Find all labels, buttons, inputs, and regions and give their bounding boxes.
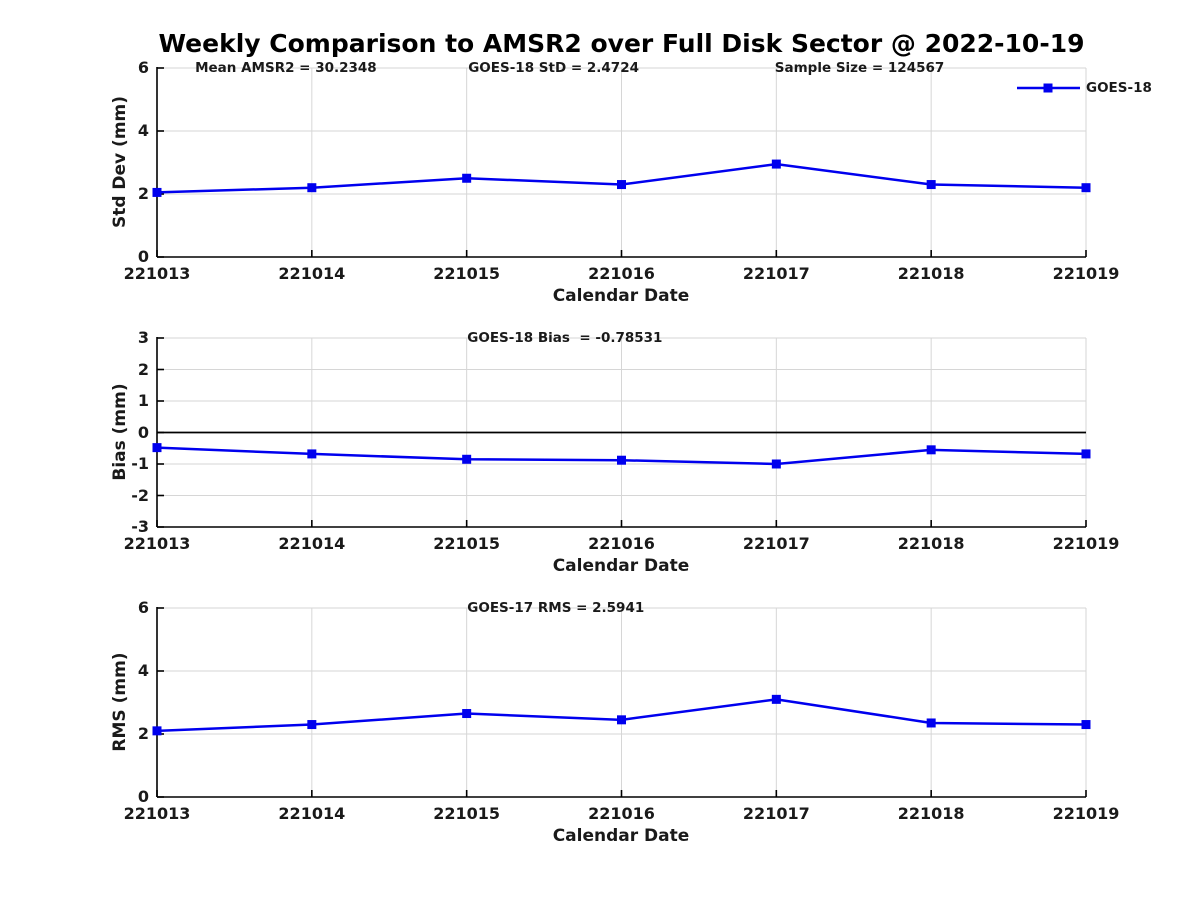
data-point-marker <box>307 183 317 193</box>
annotation: Sample Size = 124567 <box>774 60 945 76</box>
x-tick-label: 221013 <box>123 264 191 283</box>
data-point-marker <box>617 455 626 465</box>
y-tick-label: 2 <box>137 359 149 379</box>
data-point-marker <box>771 694 781 704</box>
x-tick-label: 221015 <box>433 264 501 283</box>
y-tick-label: -1 <box>131 454 149 473</box>
x-axis-label-stddev: Calendar Date <box>552 286 690 306</box>
x-tick-label: 221018 <box>897 804 965 823</box>
x-tick-label: 221018 <box>897 534 965 553</box>
x-tick-label: 221016 <box>588 534 655 553</box>
data-point-marker <box>462 709 472 719</box>
data-point-marker <box>307 720 317 730</box>
y-tick-label: 6 <box>137 58 149 77</box>
y-tick-label: 4 <box>137 661 149 680</box>
x-tick-label: 221014 <box>278 264 346 283</box>
y-tick-label: 4 <box>137 121 149 140</box>
y-tick-label: 0 <box>137 787 149 806</box>
x-axis-label-rms: Calendar Date <box>552 826 690 846</box>
data-point-marker <box>152 443 162 453</box>
x-tick-label: 221018 <box>897 264 965 283</box>
data-point-marker <box>926 445 936 455</box>
y-tick-label: 1 <box>137 391 149 410</box>
data-point-marker <box>462 454 472 464</box>
x-tick-label: 221016 <box>588 264 655 283</box>
annotation: GOES-18 StD = 2.4724 <box>468 60 639 76</box>
legend-label-goes18: GOES-18 <box>1086 80 1152 96</box>
y-tick-label: 2 <box>137 724 149 743</box>
y-tick-label: -2 <box>131 485 149 505</box>
y-tick-label: 6 <box>137 598 149 617</box>
legend-marker <box>1043 83 1053 93</box>
x-tick-label: 221013 <box>123 534 191 553</box>
data-point-marker <box>617 180 626 190</box>
x-tick-label: 221015 <box>433 534 501 553</box>
data-point-marker <box>771 459 781 469</box>
x-tick-label: 221015 <box>433 804 501 823</box>
y-tick-label: 3 <box>137 328 149 347</box>
x-tick-label: 221017 <box>742 264 810 283</box>
x-tick-label: 221014 <box>278 804 346 823</box>
x-tick-label: 221017 <box>742 534 810 553</box>
data-point-marker <box>1081 449 1091 459</box>
x-tick-label: 221019 <box>1052 804 1120 823</box>
x-tick-label: 221019 <box>1052 264 1120 283</box>
annotation: GOES-18 Bias = -0.78531 <box>467 330 663 346</box>
data-point-marker <box>1081 720 1091 730</box>
data-point-marker <box>152 726 162 736</box>
x-axis-label-bias: Calendar Date <box>552 556 690 576</box>
y-tick-label: 0 <box>137 247 149 266</box>
data-point-marker <box>771 159 781 169</box>
x-tick-label: 221016 <box>588 804 655 823</box>
x-tick-label: 221017 <box>742 804 810 823</box>
data-point-marker <box>617 715 626 725</box>
annotation: GOES-17 RMS = 2.5941 <box>467 600 645 616</box>
x-tick-label: 221014 <box>278 534 346 553</box>
figure-title: Weekly Comparison to AMSR2 over Full Dis… <box>158 29 1085 58</box>
annotation: Mean AMSR2 = 30.2348 <box>195 60 377 76</box>
x-tick-label: 221013 <box>123 804 191 823</box>
y-tick-label: 2 <box>137 184 149 203</box>
y-tick-label: 0 <box>137 422 149 442</box>
y-axis-label-stddev: Std Dev (mm) <box>110 95 130 229</box>
data-point-marker <box>307 449 317 459</box>
data-point-marker <box>926 180 936 190</box>
y-tick-label: -3 <box>131 517 149 536</box>
data-point-marker <box>152 187 162 197</box>
x-tick-label: 221019 <box>1052 534 1120 553</box>
data-point-marker <box>1081 183 1091 193</box>
data-point-marker <box>926 718 936 728</box>
data-point-marker <box>462 173 472 183</box>
